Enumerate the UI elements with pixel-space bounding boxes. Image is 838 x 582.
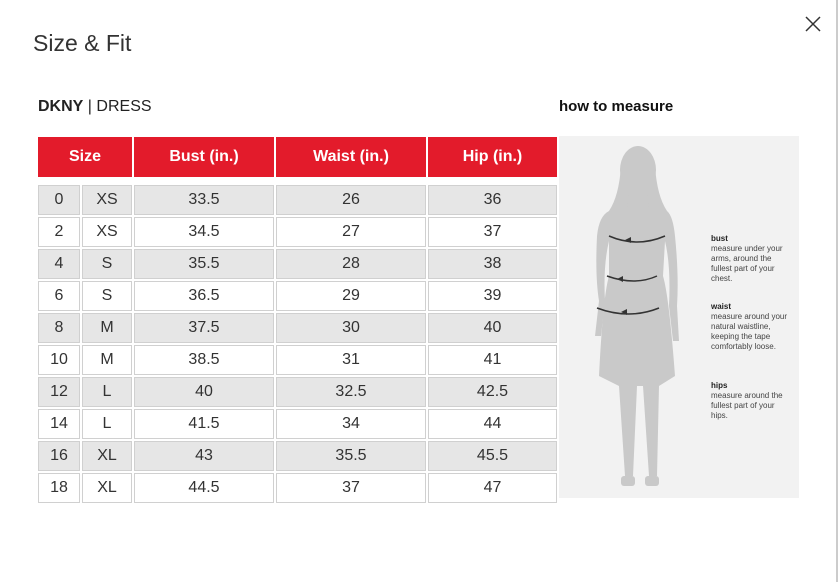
table-cell: 18 [38, 473, 80, 503]
measure-illustration [559, 136, 799, 498]
table-cell: 0 [38, 185, 80, 215]
table-cell: 37 [276, 473, 426, 503]
product-line: DKNY | DRESS [38, 98, 152, 116]
measure-label: bust [711, 234, 728, 243]
table-cell: XL [82, 473, 132, 503]
table-cell: 33.5 [134, 185, 274, 215]
table-cell: 42.5 [428, 377, 557, 407]
product-name: DRESS [96, 98, 152, 115]
table-cell: 34 [276, 409, 426, 439]
table-cell: M [82, 345, 132, 375]
table-cell: 37.5 [134, 313, 274, 343]
table-cell: 40 [134, 377, 274, 407]
table-cell: 36 [428, 185, 557, 215]
table-cell: 38 [428, 249, 557, 279]
header-cell: Size [38, 137, 132, 177]
table-cell: 12 [38, 377, 80, 407]
table-cell: 8 [38, 313, 80, 343]
table-cell: 6 [38, 281, 80, 311]
table-cell: 31 [276, 345, 426, 375]
modal-title: Size & Fit [33, 30, 132, 56]
measure-heading: how to measure [559, 98, 674, 115]
table-cell: L [82, 377, 132, 407]
table-cell: XS [82, 217, 132, 247]
measure-label: waist [711, 302, 732, 311]
table-cell: 28 [276, 249, 426, 279]
table-cell: M [82, 313, 132, 343]
table-cell: 10 [38, 345, 80, 375]
table-cell: 36.5 [134, 281, 274, 311]
table-cell: XS [82, 185, 132, 215]
table-cell: 2 [38, 217, 80, 247]
table-cell: 38.5 [134, 345, 274, 375]
measure-item: bust measure under your arms, around the … [711, 234, 789, 284]
table-cell: 16 [38, 441, 80, 471]
table-cell: 41 [428, 345, 557, 375]
table-cell: S [82, 249, 132, 279]
brand: DKNY [38, 98, 84, 115]
table-cell: 27 [276, 217, 426, 247]
measure-text: measure around the fullest part of your … [711, 391, 783, 420]
table-cell: 35.5 [134, 249, 274, 279]
table-cell: 32.5 [276, 377, 426, 407]
measure-text: measure around your natural waistline, k… [711, 312, 788, 351]
table-cell: 14 [38, 409, 80, 439]
table-cell: 47 [428, 473, 557, 503]
header-cell: Bust (in.) [134, 137, 274, 177]
table-cell: 45.5 [428, 441, 557, 471]
modal-edge [836, 0, 838, 582]
table-cell: 44 [428, 409, 557, 439]
measure-text: measure under your arms, around the full… [711, 244, 783, 283]
table-cell: 43 [134, 441, 274, 471]
table-cell: 40 [428, 313, 557, 343]
separator: | [87, 98, 92, 115]
table-cell: 26 [276, 185, 426, 215]
table-cell: 4 [38, 249, 80, 279]
table-cell: XL [82, 441, 132, 471]
table-cell: 44.5 [134, 473, 274, 503]
header-cell: Hip (in.) [428, 137, 557, 177]
header-cell: Waist (in.) [276, 137, 426, 177]
measure-label: hips [711, 381, 728, 390]
table-cell: L [82, 409, 132, 439]
table-cell: 41.5 [134, 409, 274, 439]
measure-item: waist measure around your natural waistli… [711, 302, 789, 352]
table-cell: 37 [428, 217, 557, 247]
table-cell: 30 [276, 313, 426, 343]
close-button[interactable] [804, 15, 822, 33]
table-cell: 29 [276, 281, 426, 311]
measure-item: hips measure around the fullest part of y… [711, 381, 789, 421]
table-cell: 34.5 [134, 217, 274, 247]
table-cell: S [82, 281, 132, 311]
table-cell: 39 [428, 281, 557, 311]
table-cell: 35.5 [276, 441, 426, 471]
